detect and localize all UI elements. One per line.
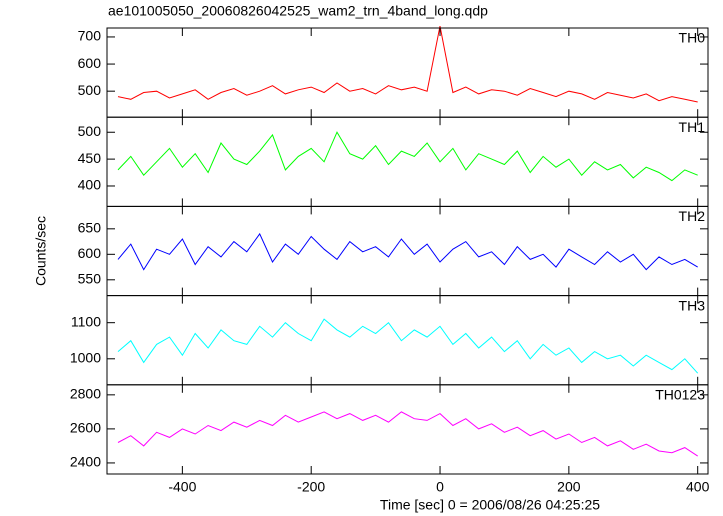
panel-frame <box>106 116 709 207</box>
panel-frame <box>106 384 709 475</box>
y-tick-label: 500 <box>78 82 102 98</box>
y-tick-label: 500 <box>78 123 102 139</box>
x-tick-label: 400 <box>686 479 710 495</box>
panel-frame <box>106 27 709 118</box>
y-tick-label: 1100 <box>71 313 101 329</box>
y-tick-label: 450 <box>78 150 102 166</box>
data-line <box>117 26 698 103</box>
y-tick-label: 700 <box>78 28 102 44</box>
panel-label: TH1 <box>679 119 706 135</box>
y-axis-label: Counts/sec <box>33 216 49 286</box>
x-tick-label: 0 <box>436 479 444 495</box>
data-line <box>117 318 699 374</box>
data-line <box>117 232 698 271</box>
y-tick-label: 1000 <box>70 350 101 366</box>
x-axis-label: Time [sec] 0 = 2006/08/26 04:25:25 <box>380 497 600 513</box>
x-tick-label: 200 <box>557 479 581 495</box>
chart-title: ae101005050_20060826042525_wam2_trn_4ban… <box>108 3 488 19</box>
x-tick-label: -200 <box>297 479 325 495</box>
y-tick-label: 600 <box>78 245 102 261</box>
y-tick-label: 600 <box>78 55 102 71</box>
x-tick-label: -400 <box>168 479 196 495</box>
y-tick-label: 2400 <box>70 454 101 470</box>
panel-label: TH3 <box>679 297 706 313</box>
panel-label: TH0123 <box>655 387 705 403</box>
data-line <box>117 411 698 457</box>
panel-frame <box>106 205 709 297</box>
y-tick-label: 2600 <box>70 420 101 436</box>
panel-label: TH2 <box>679 208 706 224</box>
y-tick-label: 650 <box>78 220 102 236</box>
data-line <box>117 131 698 182</box>
y-tick-label: 550 <box>78 271 102 287</box>
panel-label: TH0 <box>679 30 706 46</box>
y-tick-label: 2800 <box>70 386 101 402</box>
panel-frame <box>106 295 709 386</box>
y-tick-label: 400 <box>78 177 102 193</box>
